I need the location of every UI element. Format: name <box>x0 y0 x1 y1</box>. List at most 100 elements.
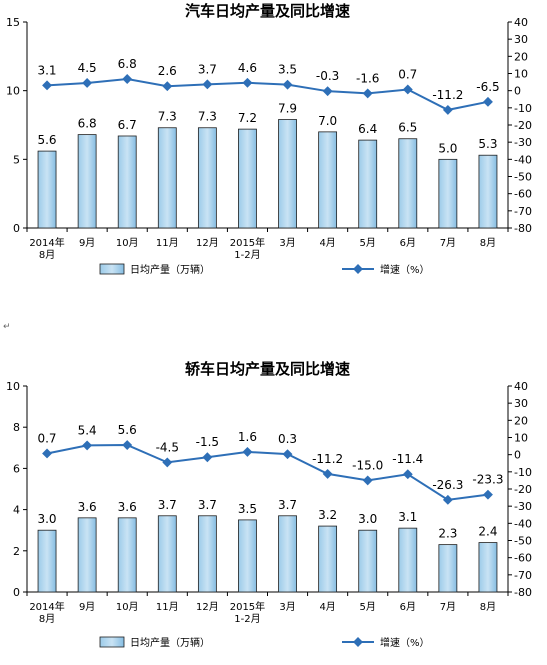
x-tick-label: 2015年 1-2月 <box>230 236 265 261</box>
bar <box>77 134 97 229</box>
right-tick-label: -70 <box>514 569 532 582</box>
bar-value-label: 5.6 <box>37 133 56 147</box>
bar-value-label: 3.7 <box>278 498 297 512</box>
bar <box>478 542 498 593</box>
right-tick-label: -70 <box>514 205 532 218</box>
growth-point <box>82 440 93 451</box>
legend-line-label: 增速（%） <box>380 636 430 649</box>
legend-line-marker <box>353 637 363 647</box>
bar-value-label: 5.0 <box>438 141 457 155</box>
x-tick-label: 6月 <box>400 237 416 249</box>
growth-value-label: 0.7 <box>37 431 56 445</box>
right-tick-label: -30 <box>514 136 532 149</box>
bar <box>478 154 498 229</box>
right-tick-label: 30 <box>514 33 528 46</box>
x-tick-label: 2014年 8月 <box>29 600 64 625</box>
growth-value-label: 4.5 <box>78 61 97 75</box>
growth-point <box>402 469 413 480</box>
legend-line-marker <box>353 264 363 274</box>
x-tick-label: 5月 <box>360 601 376 613</box>
left-tick-label: 5 <box>13 153 20 166</box>
growth-point <box>242 446 253 457</box>
growth-point <box>82 77 93 88</box>
growth-value-label: 5.6 <box>118 423 137 437</box>
right-tick-label: -80 <box>514 222 532 235</box>
legend-bar-swatch <box>99 636 125 648</box>
x-tick-label: 3月 <box>279 237 295 249</box>
right-tick-label: -60 <box>514 552 532 565</box>
bar <box>358 529 378 593</box>
chart-2: 轿车日均产量及同比增速 0 2 4 6 8 10 40 30 20 10 0 -10 -20 -30 -40 -… <box>6 360 532 649</box>
bar-value-label: 3.0 <box>37 512 56 526</box>
bar-value-label: 7.3 <box>198 110 217 124</box>
bar-value-label: 7.3 <box>158 110 177 124</box>
growth-value-label: -6.5 <box>476 80 499 94</box>
right-tick-label: 30 <box>514 397 528 410</box>
growth-value-label: -26.3 <box>432 478 463 492</box>
left-tick-label: 0 <box>13 586 20 599</box>
x-tick-label: 7月 <box>440 237 456 249</box>
growth-value-label: -0.3 <box>316 69 339 83</box>
bar <box>398 527 418 593</box>
legend-bar-label: 日均产量（万辆） <box>130 263 210 276</box>
right-tick-label: 0 <box>514 449 521 462</box>
bar <box>37 150 57 229</box>
bar-value-label: 6.4 <box>358 122 377 136</box>
bar <box>278 515 297 593</box>
left-tick-label: 4 <box>13 504 20 517</box>
right-tick-label: -50 <box>514 535 532 548</box>
legend-line-label: 增速（%） <box>380 263 430 276</box>
growth-point <box>322 468 333 479</box>
right-tick-label: -40 <box>514 153 532 166</box>
growth-value-label: 6.8 <box>118 57 137 71</box>
growth-point <box>483 489 493 500</box>
x-tick-label: 3月 <box>279 601 295 613</box>
bar-value-label: 5.3 <box>478 137 497 151</box>
growth-value-label: 3.1 <box>37 63 56 77</box>
growth-point <box>483 96 493 107</box>
growth-point <box>122 440 133 451</box>
x-tick-label: 4月 <box>319 237 335 249</box>
bar-value-label: 7.2 <box>238 111 257 125</box>
left-tick-label: 6 <box>13 462 20 475</box>
right-tick-label: 40 <box>514 16 528 29</box>
right-tick-label: -80 <box>514 586 532 599</box>
left-tick-label: 8 <box>13 421 20 434</box>
x-tick-label: 12月 <box>196 601 219 613</box>
right-tick-label: -50 <box>514 171 532 184</box>
bar-value-label: 3.7 <box>158 498 177 512</box>
bar-value-label: 3.2 <box>318 508 337 522</box>
x-tick-label: 6月 <box>400 601 416 613</box>
bar <box>157 515 177 593</box>
growth-value-label: -1.6 <box>356 71 379 85</box>
growth-point <box>322 86 333 97</box>
x-tick-label: 9月 <box>79 601 95 613</box>
growth-point <box>162 457 173 468</box>
bar <box>117 517 137 593</box>
left-tick-label: 15 <box>6 16 20 29</box>
growth-line <box>46 77 489 111</box>
x-tick-label: 10月 <box>116 601 139 613</box>
bar-value-label: 6.7 <box>118 118 137 132</box>
right-tick-label: 10 <box>514 68 528 81</box>
x-tick-label: 7月 <box>440 601 456 613</box>
growth-value-label: 3.5 <box>278 63 297 77</box>
growth-point <box>162 81 173 92</box>
bar-value-label: 7.9 <box>278 102 297 116</box>
bar <box>77 517 97 593</box>
left-tick-label: 10 <box>6 380 20 393</box>
x-tick-label: 9月 <box>79 237 95 249</box>
x-tick-label: 12月 <box>196 237 219 249</box>
growth-point <box>442 494 453 505</box>
bar-value-label: 2.3 <box>438 527 457 541</box>
growth-value-label: -15.0 <box>352 458 383 472</box>
bar <box>238 128 257 229</box>
x-tick-label: 5月 <box>360 237 376 249</box>
right-tick-label: -60 <box>514 188 532 201</box>
bar <box>438 544 458 593</box>
chart-1: 汽车日均产量及同比增速 0 5 10 15 40 30 20 10 0 -10 -20 -30 -40 -5… <box>6 2 532 276</box>
growth-value-label: -1.5 <box>196 435 219 449</box>
bar <box>318 131 338 229</box>
growth-value-label: -4.5 <box>156 440 179 454</box>
growth-value-label: 0.3 <box>278 432 297 446</box>
